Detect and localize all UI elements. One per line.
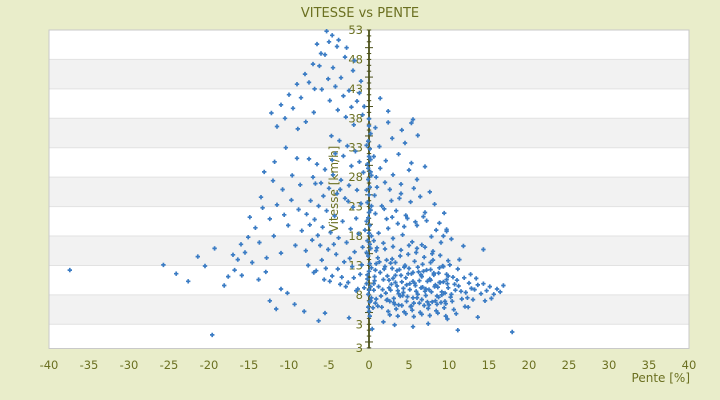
x-tick-label: -35: [80, 358, 99, 372]
y-tick-label: 53: [348, 23, 363, 37]
x-tick-label: -15: [240, 358, 259, 372]
x-tick-label: 0: [365, 358, 372, 372]
x-tick-label: -40: [40, 358, 59, 372]
y-tick-label: 13: [348, 258, 363, 272]
y-tick-label: 3: [356, 317, 363, 331]
x-tick-label: 40: [682, 358, 697, 372]
x-tick-label: -20: [200, 358, 219, 372]
x-tick-label: -30: [120, 358, 139, 372]
data-points: [67, 29, 515, 338]
y-tick-label: 48: [348, 52, 363, 66]
y-tick-label: 8: [356, 288, 363, 302]
x-tick-label: 20: [522, 358, 537, 372]
x-tick-label: 25: [562, 358, 577, 372]
y-axis-title: Vitesse [km/h]: [327, 146, 341, 233]
x-tick-label: 30: [602, 358, 617, 372]
y-tick-label: 18: [348, 229, 363, 243]
x-tick-label: 5: [405, 358, 412, 372]
chart-title: VITESSE vs PENTE: [301, 6, 419, 21]
points-layer: [67, 29, 515, 338]
x-tick-label: 15: [482, 358, 497, 372]
x-tick-label: -25: [160, 358, 179, 372]
x-tick-label: 10: [442, 358, 457, 372]
x-tick-label: 35: [642, 358, 657, 372]
x-axis-title: Pente [%]: [632, 371, 690, 385]
y-axis-bottom-label: 3: [356, 341, 363, 355]
x-tick-label: -5: [323, 358, 334, 372]
y-tick-label: 28: [348, 170, 363, 184]
x-tick-labels: -40 -35 -30 -25 -20 -15 -10 -5 0 5 10 15 20 25 30 35 40: [40, 358, 697, 372]
y-tick-label: 38: [348, 111, 363, 125]
x-tick-label: -10: [280, 358, 299, 372]
y-tick-label: 33: [348, 141, 363, 155]
